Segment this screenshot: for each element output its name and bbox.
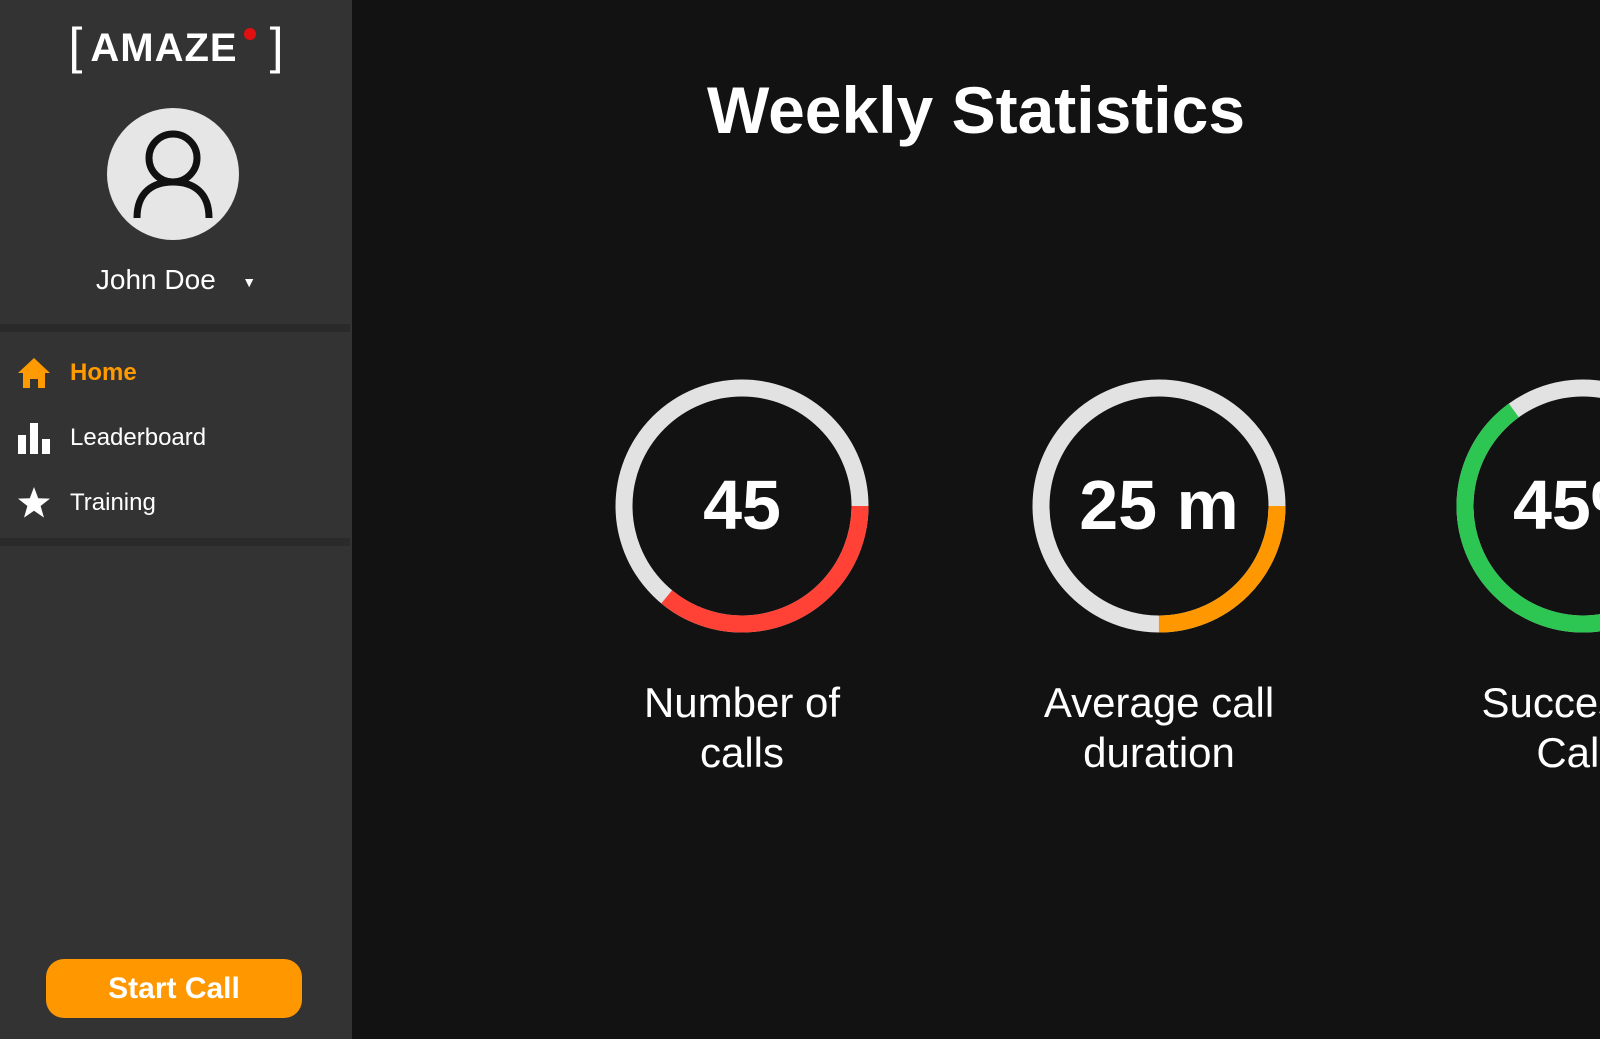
sidebar-item-label: Training: [70, 488, 156, 516]
start-call-button[interactable]: Start Call: [46, 959, 302, 1018]
main-content: Weekly Statistics 45 Number of calls 25 …: [352, 0, 1600, 1039]
sidebar-item-label: Home: [70, 358, 137, 386]
sidebar-nav: Home Leaderboard Trainin: [0, 340, 352, 535]
stat-value: 25 m: [1079, 466, 1239, 544]
stat-number-of-calls: 45 Number of calls: [552, 378, 932, 778]
stat-label-line: duration: [1083, 729, 1235, 776]
user-name[interactable]: John Doe: [95, 264, 216, 295]
stat-average-call-duration: 25 m Average call duration: [969, 378, 1349, 778]
stat-label: Average call duration: [969, 678, 1349, 778]
sidebar: [ AMAZE ] John Doe ▼: [0, 0, 352, 1039]
stat-label: Number of calls: [552, 678, 932, 778]
bar-chart-icon: [16, 420, 52, 456]
sidebar-item-home[interactable]: Home: [0, 340, 352, 405]
home-icon: [16, 355, 52, 391]
stat-successful-calls: 45% Successful Calls: [1393, 378, 1600, 778]
stat-label-line: calls: [699, 729, 785, 776]
logo: [ AMAZE ]: [0, 21, 352, 71]
logo-text: AMAZE: [90, 26, 238, 70]
stat-value: 45%: [1512, 466, 1600, 544]
progress-ring-fill: [615, 379, 869, 633]
progress-ring-fill: [1032, 379, 1286, 633]
stat-label: Successful Calls: [1393, 678, 1600, 778]
stat-label-line: Successful: [1481, 679, 1600, 726]
user-menu[interactable]: John Doe ▼: [0, 264, 352, 296]
progress-ring: [615, 379, 869, 633]
progress-ring-fill: [1456, 379, 1600, 633]
user-avatar-icon[interactable]: [107, 108, 239, 240]
logo-bracket-open: [: [68, 17, 83, 74]
stat-label-line: Calls: [1536, 729, 1600, 776]
stat-label-line: Average call: [1043, 679, 1275, 726]
sidebar-item-label: Leaderboard: [70, 423, 207, 451]
progress-ring: [1032, 379, 1286, 633]
stat-value: 45: [703, 466, 781, 544]
sidebar-item-leaderboard[interactable]: Leaderboard: [0, 405, 352, 470]
logo-dot: [243, 27, 256, 40]
star-icon: [16, 485, 52, 521]
divider: [0, 324, 350, 332]
logo-bracket-close: ]: [269, 17, 284, 74]
sidebar-item-training[interactable]: Training: [0, 470, 352, 535]
page-title: Weekly Statistics: [706, 73, 1246, 147]
chevron-down-icon[interactable]: ▼: [242, 273, 257, 290]
progress-ring: [1456, 379, 1600, 633]
stat-label-line: Number of: [643, 679, 841, 726]
divider: [0, 538, 350, 546]
